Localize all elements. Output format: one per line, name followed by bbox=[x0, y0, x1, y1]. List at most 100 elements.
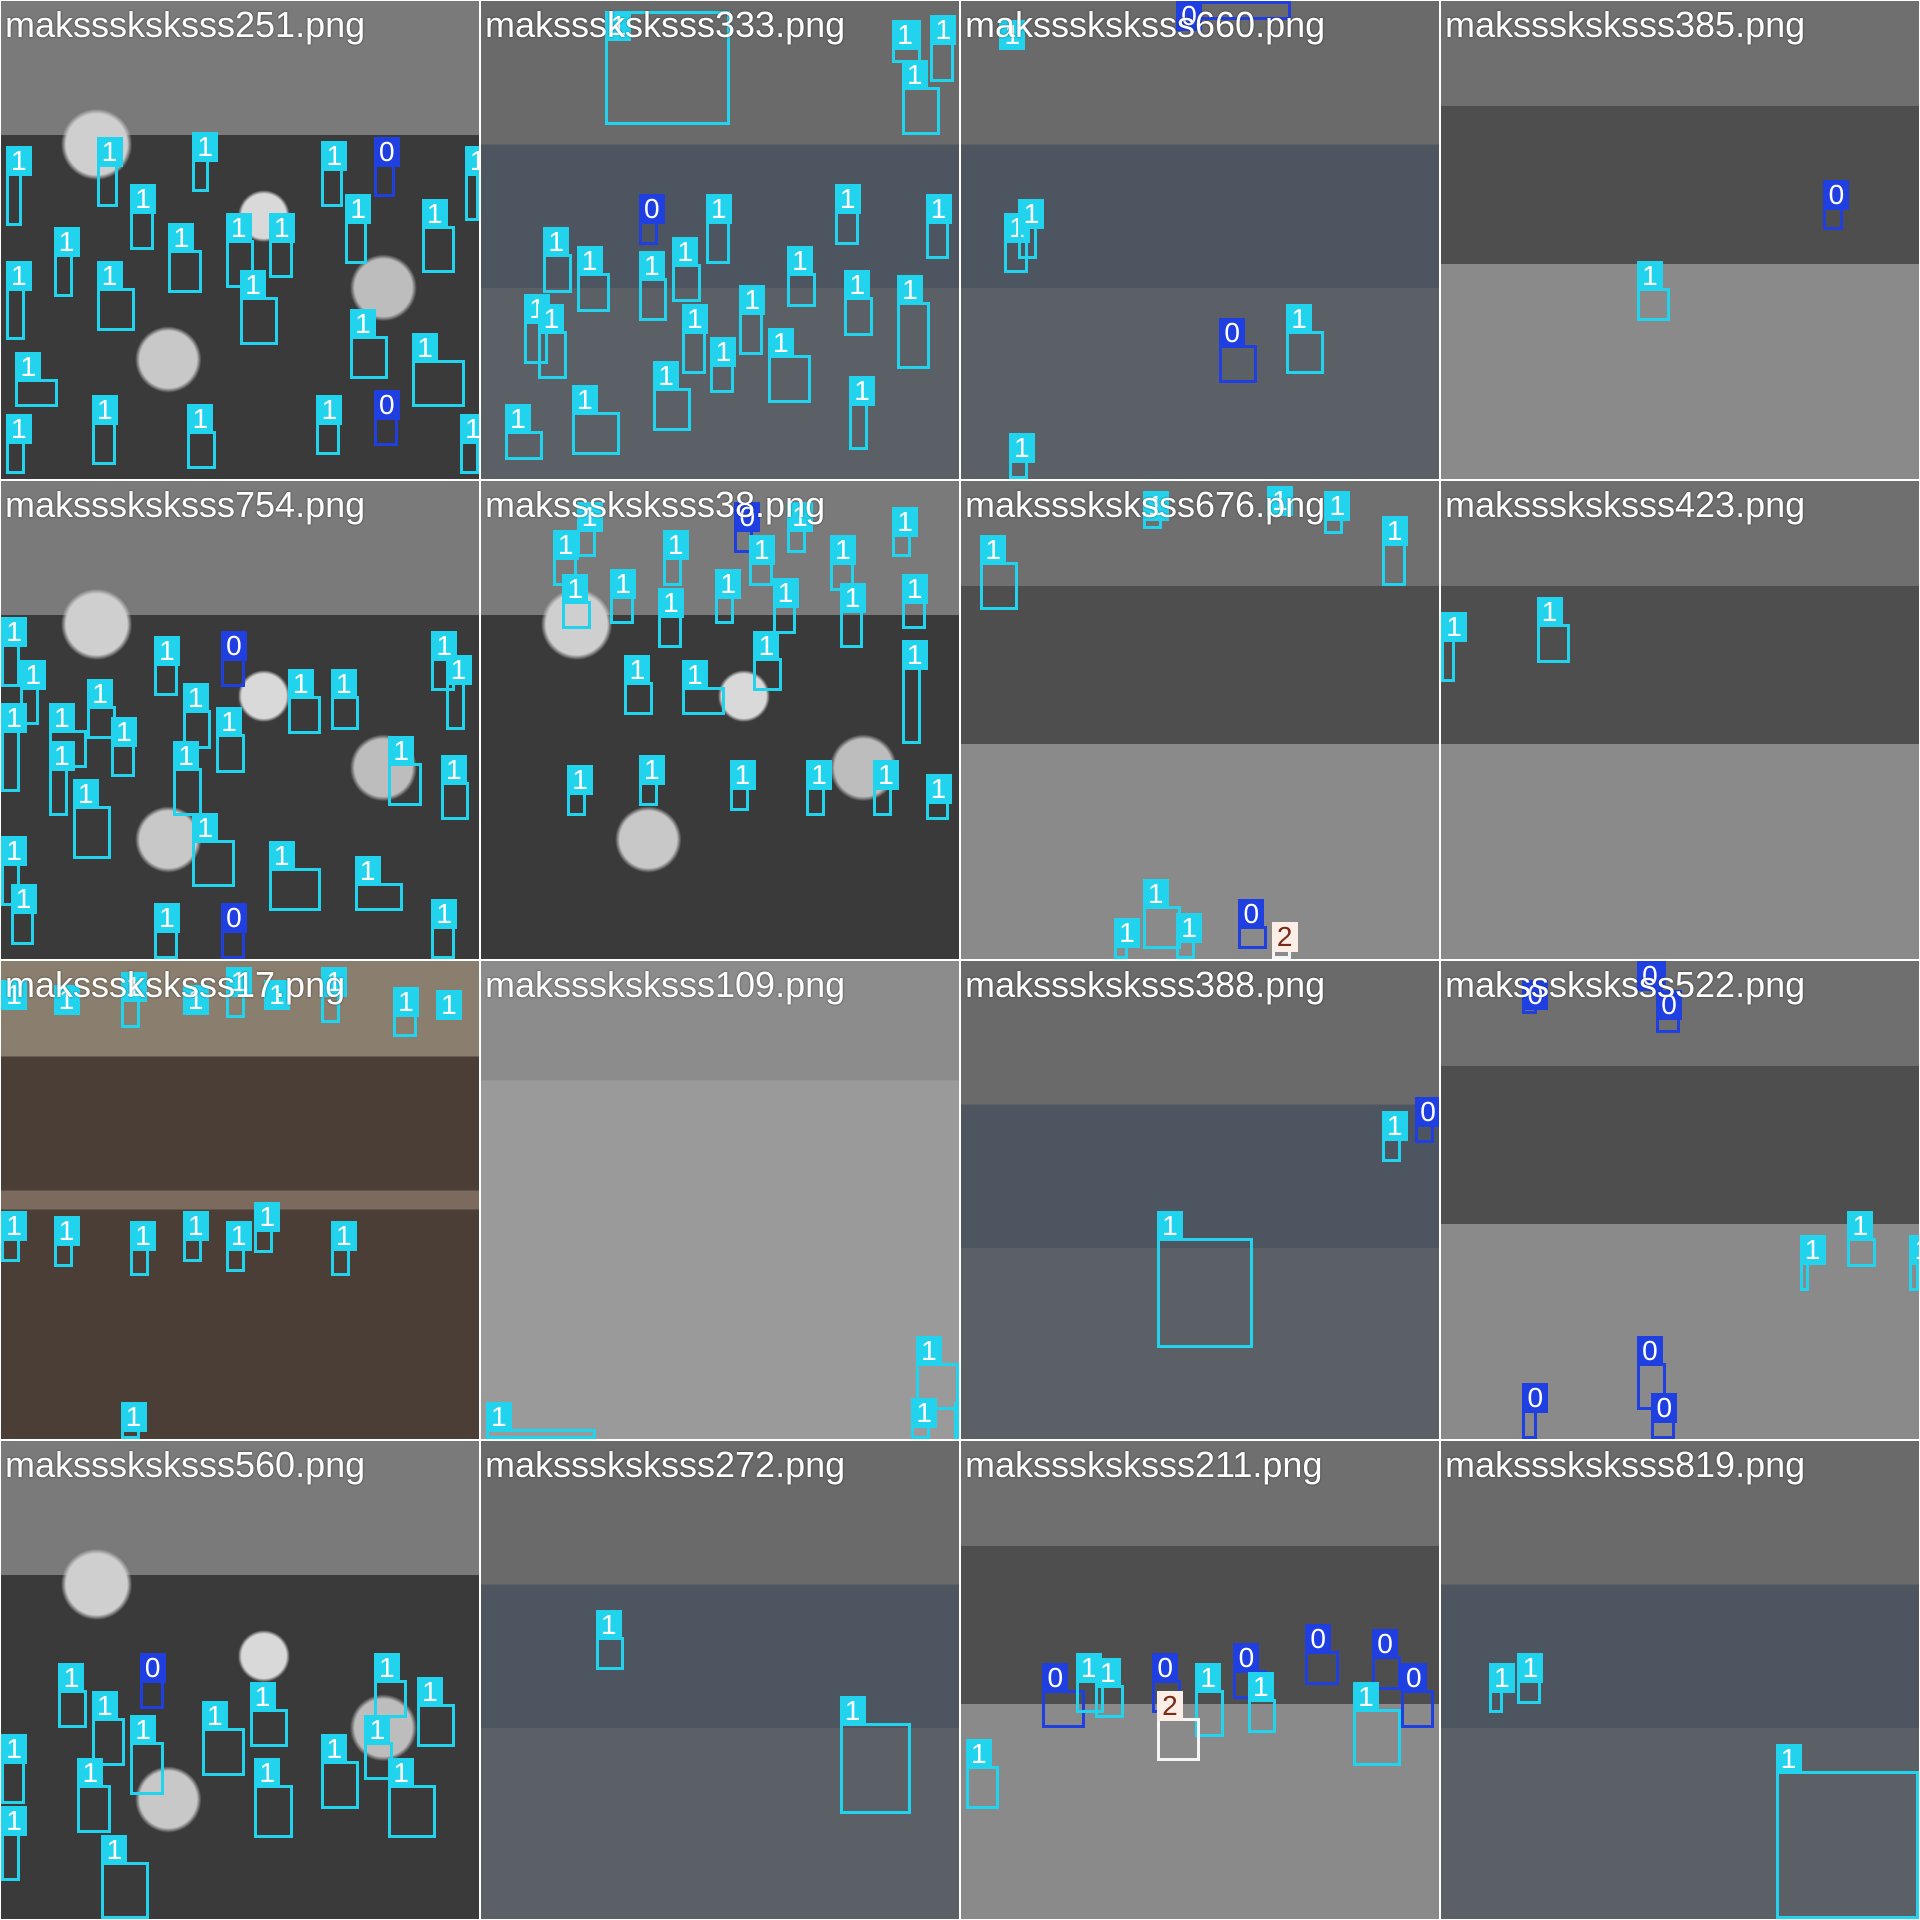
bounding-box: 1 bbox=[130, 1220, 157, 1277]
class-label-tag: 1 bbox=[464, 146, 479, 177]
bounding-box: 1 bbox=[710, 337, 737, 393]
bounding-box: 1 bbox=[605, 10, 730, 126]
bounding-box: 1 bbox=[77, 1758, 111, 1833]
class-label-tag: 1 bbox=[48, 740, 75, 771]
bounding-box: 0 bbox=[1372, 1629, 1401, 1690]
bounding-box: 1 bbox=[567, 764, 594, 816]
bounding-box: 1 bbox=[321, 1734, 360, 1810]
bounding-box: 1 bbox=[53, 1216, 80, 1267]
bounding-box: 1 bbox=[638, 755, 665, 807]
class-label-tag: 1 bbox=[748, 535, 775, 566]
class-label-tag: 1 bbox=[101, 1834, 128, 1865]
class-label-tag: 1 bbox=[571, 385, 598, 416]
class-label-tag: 1 bbox=[1176, 912, 1203, 943]
bounding-box: 1 bbox=[1, 1734, 27, 1805]
bounding-box: 0 bbox=[1522, 980, 1549, 1014]
bounding-box: 1 bbox=[1113, 917, 1140, 959]
bounding-box: 1 bbox=[576, 246, 611, 312]
bounding-box: 1 bbox=[388, 1758, 436, 1838]
bounding-box: 1 bbox=[20, 659, 47, 725]
bounding-box: 1 bbox=[354, 855, 403, 912]
class-label-tag: 1 bbox=[110, 716, 137, 747]
class-label-tag: 0 bbox=[734, 501, 761, 532]
class-label-tag: 2 bbox=[1271, 922, 1298, 953]
class-label-tag: 0 bbox=[1651, 1392, 1678, 1423]
class-label-tag: 1 bbox=[187, 404, 214, 435]
mosaic-tile: 0 1 1 1 0 1 1 maksssksksss660.png bbox=[961, 1, 1439, 479]
class-label-tag: 0 bbox=[1238, 898, 1265, 929]
bounding-box: 1 bbox=[48, 740, 75, 816]
class-label-tag: 0 bbox=[1823, 179, 1850, 210]
bounding-box: 1 bbox=[1536, 597, 1571, 663]
class-label-tag: 0 bbox=[1233, 1643, 1260, 1674]
class-label-tag: 1 bbox=[595, 1609, 622, 1640]
tile-filename: maksssksksss38.png bbox=[485, 484, 826, 525]
bounding-box: 0 bbox=[638, 193, 665, 245]
bounding-box: 1 bbox=[5, 146, 32, 226]
bounding-box: 1 bbox=[1488, 1662, 1515, 1714]
class-label-tag: 1 bbox=[440, 755, 467, 786]
mosaic-tile: 1111maksssksksss109.png bbox=[481, 961, 959, 1439]
bounding-box: 0 bbox=[1042, 1662, 1086, 1728]
bounding-box: 1 bbox=[965, 1739, 1000, 1810]
bounding-box: 1 bbox=[767, 327, 811, 403]
class-label-tag: 1 bbox=[1847, 1211, 1874, 1242]
class-label-tag: 1 bbox=[1266, 485, 1293, 516]
bounding-box: 1 bbox=[753, 630, 783, 692]
bounding-box: 1 bbox=[349, 308, 389, 379]
bounding-box: 1 bbox=[739, 284, 766, 355]
bounding-box: 1 bbox=[1441, 611, 1467, 682]
class-label-tag: 1 bbox=[786, 246, 813, 277]
bounding-box: 0 bbox=[220, 630, 247, 687]
class-label-tag: 1 bbox=[240, 270, 266, 301]
bounding-box: 1 bbox=[624, 654, 654, 716]
bounding-box: 1 bbox=[268, 841, 322, 912]
tile-filename: maksssksksss522.png bbox=[1445, 964, 1806, 1005]
class-label-tag: 1 bbox=[638, 251, 665, 282]
class-label-tag: 0 bbox=[1042, 1662, 1069, 1693]
bounding-box: 1 bbox=[240, 270, 279, 346]
class-label-tag: 1 bbox=[965, 1739, 992, 1770]
class-label-tag: 1 bbox=[1286, 303, 1313, 334]
bounding-box: 1 bbox=[610, 568, 637, 625]
class-label-tag: 1 bbox=[330, 1220, 357, 1251]
class-label-tag: 1 bbox=[911, 1397, 938, 1428]
bounding-box: 1 bbox=[182, 984, 209, 1015]
class-label-tag: 1 bbox=[431, 898, 458, 929]
bounding-box: 1 bbox=[638, 251, 668, 322]
bounding-box: 1 bbox=[1847, 1211, 1876, 1267]
class-label-tag: 1 bbox=[786, 501, 813, 532]
bounding-box: 1 bbox=[72, 779, 111, 859]
bounding-box: 1 bbox=[53, 227, 80, 298]
class-label-tag: 1 bbox=[772, 578, 799, 609]
class-label-tag: 1 bbox=[739, 284, 766, 315]
bounding-box: 0 bbox=[1415, 1096, 1439, 1143]
bounding-box: 1 bbox=[101, 1834, 150, 1919]
class-label-tag: 1 bbox=[354, 855, 381, 886]
class-label-tag: 1 bbox=[445, 654, 472, 685]
class-label-tag: 0 bbox=[1305, 1624, 1332, 1655]
bounding-box: 1 bbox=[681, 659, 725, 716]
class-label-tag: 1 bbox=[345, 193, 372, 224]
class-label-tag: 1 bbox=[485, 1402, 512, 1433]
bounding-box: 0 bbox=[1238, 898, 1267, 950]
bounding-box: 1 bbox=[1636, 260, 1671, 322]
bounding-box: 1 bbox=[330, 1220, 357, 1277]
class-label-tag: 1 bbox=[1441, 611, 1467, 642]
class-label-tag: 1 bbox=[153, 635, 180, 666]
bounding-box: 1 bbox=[225, 213, 255, 288]
bounding-box: 0 bbox=[1522, 1383, 1549, 1439]
bounding-box: 1 bbox=[168, 222, 202, 293]
class-label-tag: 1 bbox=[839, 583, 866, 614]
class-label-tag: 1 bbox=[1, 702, 27, 733]
bounding-box: 1 bbox=[1517, 1653, 1544, 1704]
bounding-box: 1 bbox=[1799, 1235, 1826, 1291]
bounding-box: 1 bbox=[416, 1676, 456, 1747]
bounding-box: 1 bbox=[464, 146, 479, 221]
bounding-box: 0 bbox=[1305, 1624, 1339, 1685]
class-label-tag: 1 bbox=[48, 702, 75, 733]
class-label-tag: 2 bbox=[1156, 1691, 1183, 1722]
class-label-tag: 1 bbox=[980, 535, 1007, 566]
bounding-box: 1 bbox=[120, 972, 147, 1028]
bounding-box: 1 bbox=[431, 898, 458, 959]
